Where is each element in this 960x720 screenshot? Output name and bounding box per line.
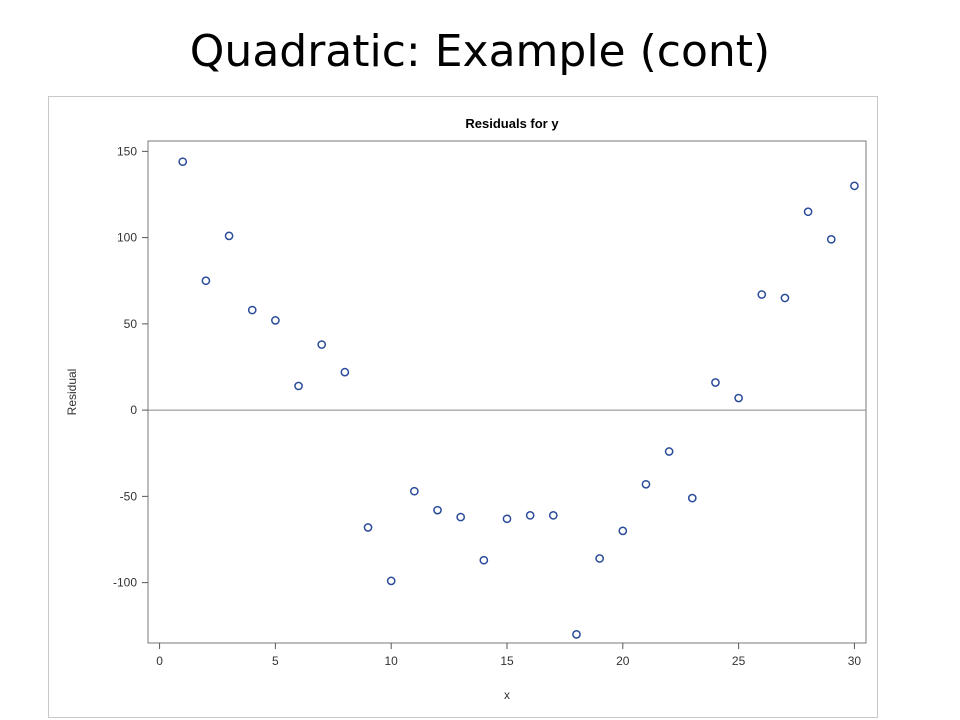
y-tick-label: -50 <box>120 489 138 503</box>
data-point <box>780 293 790 303</box>
data-point <box>201 276 211 286</box>
axes-layer: 0 5 10 15 20 25 30 -100 -50 0 50 100 150 <box>113 144 861 668</box>
data-point <box>502 514 512 524</box>
data-point <box>572 630 581 639</box>
y-tick-label: 50 <box>124 317 138 331</box>
x-tick-label: 5 <box>272 654 279 668</box>
plot-area <box>147 140 867 644</box>
data-point <box>294 381 303 391</box>
data-point <box>687 493 697 503</box>
data-point <box>757 290 767 299</box>
data-point <box>363 523 373 532</box>
data-point <box>803 207 813 217</box>
y-tick-label: 0 <box>130 403 137 417</box>
data-point <box>548 510 558 520</box>
data-point <box>178 157 188 167</box>
data-point <box>711 378 720 387</box>
x-axis-label: x <box>504 688 510 702</box>
data-point <box>826 234 836 244</box>
y-tick-label: -100 <box>113 576 137 590</box>
data-point <box>595 554 604 563</box>
y-axis-label: Residual <box>65 369 79 416</box>
data-point <box>433 505 442 515</box>
data-point <box>850 181 859 191</box>
x-tick-label: 0 <box>156 654 163 668</box>
data-point <box>734 393 743 403</box>
residual-scatter-plot: Residuals for y 0 5 10 15 20 25 30 -100 -50 0 50 10… <box>65 116 867 702</box>
data-point <box>340 367 350 377</box>
y-tick-label: 150 <box>117 144 137 158</box>
x-tick-label: 15 <box>500 654 514 668</box>
x-tick-label: 30 <box>848 654 862 668</box>
x-tick-label: 20 <box>616 654 630 668</box>
data-point <box>410 486 419 496</box>
data-point <box>271 316 280 325</box>
data-point <box>456 512 466 522</box>
y-tick-label: 100 <box>117 231 137 245</box>
data-point <box>479 555 489 565</box>
data-point <box>247 305 257 315</box>
data-point <box>525 510 535 520</box>
x-tick-label: 25 <box>732 654 746 668</box>
data-point <box>641 479 651 489</box>
data-point <box>664 447 674 456</box>
data-point <box>618 526 628 536</box>
points-layer <box>178 157 859 639</box>
data-point <box>386 576 396 586</box>
slide-title: Quadratic: Example (cont) <box>189 26 771 77</box>
x-tick-label: 10 <box>385 654 399 668</box>
chart-frame: Residuals for y 0 5 10 15 20 25 30 -100 -50 0 50 10… <box>48 96 878 718</box>
data-point <box>224 231 234 241</box>
chart-title: Residuals for y <box>465 116 559 131</box>
data-point <box>317 340 327 349</box>
